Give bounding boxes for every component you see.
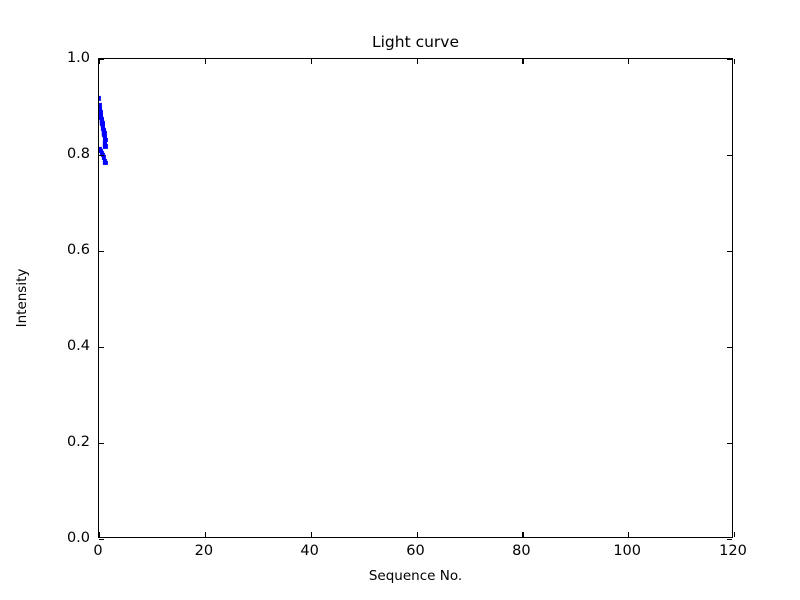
y-axis-tick — [727, 59, 732, 61]
y-axis-tick-label: 0.6 — [66, 242, 90, 258]
y-axis-tick — [727, 155, 732, 157]
data-point — [101, 128, 106, 133]
x-axis-tick-label: 20 — [194, 543, 214, 559]
y-axis-tick-label: 0.2 — [66, 434, 90, 450]
y-axis-tick-label: 1.0 — [66, 50, 90, 66]
y-axis-tick — [99, 59, 104, 61]
x-axis-tick-label: 120 — [719, 543, 747, 559]
x-axis-label: Sequence No. — [368, 568, 463, 584]
x-axis-tick — [416, 532, 418, 537]
x-axis-tick — [310, 532, 312, 537]
data-point — [99, 111, 103, 116]
x-axis-tick — [99, 532, 101, 537]
x-axis-tick-label: 40 — [300, 543, 319, 559]
data-point — [103, 135, 108, 140]
x-axis-tick — [204, 532, 207, 537]
x-axis-tick-label: 0 — [93, 543, 103, 559]
x-axis-tick — [204, 59, 207, 64]
data-point — [99, 115, 104, 120]
y-axis-label: Intensity — [14, 268, 30, 328]
x-axis-tick — [522, 532, 524, 537]
y-axis-tick — [99, 251, 104, 253]
data-point — [99, 96, 102, 101]
data-point — [99, 119, 105, 124]
y-axis-tick-label: 0.4 — [66, 338, 90, 354]
data-point — [101, 155, 106, 160]
plot-axes — [98, 58, 736, 541]
x-axis-tick — [522, 59, 524, 64]
y-axis-tick — [99, 539, 104, 541]
data-point — [102, 158, 107, 163]
y-axis-tick — [99, 347, 104, 349]
x-axis-tick — [99, 59, 101, 64]
y-axis-tick — [727, 539, 732, 541]
data-point — [99, 102, 102, 107]
x-axis-tick — [734, 532, 736, 537]
y-axis-tick-label: 0.8 — [66, 146, 90, 162]
x-axis-tick — [628, 532, 630, 537]
page-title: Light curve — [371, 33, 460, 51]
y-axis-tick — [99, 443, 104, 445]
data-point — [102, 139, 107, 145]
data-point — [100, 124, 105, 129]
x-axis-tick-label: 100 — [613, 543, 641, 559]
x-axis-tick — [310, 59, 312, 64]
y-axis-tick — [727, 347, 732, 349]
x-axis-tick — [416, 59, 418, 64]
y-axis-tick-label: 0.0 — [66, 530, 90, 546]
data-point — [103, 144, 108, 149]
y-axis-tick — [727, 251, 732, 253]
data-point — [99, 148, 103, 153]
data-point — [103, 161, 108, 166]
x-axis-tick-label: 60 — [406, 543, 425, 559]
x-axis-tick-label: 80 — [512, 543, 531, 559]
x-axis-tick — [734, 59, 736, 64]
y-axis-tick — [727, 443, 732, 445]
x-axis-tick — [628, 59, 630, 64]
y-axis-tick — [99, 155, 104, 157]
data-point — [102, 132, 107, 137]
plot-surface — [99, 59, 732, 537]
